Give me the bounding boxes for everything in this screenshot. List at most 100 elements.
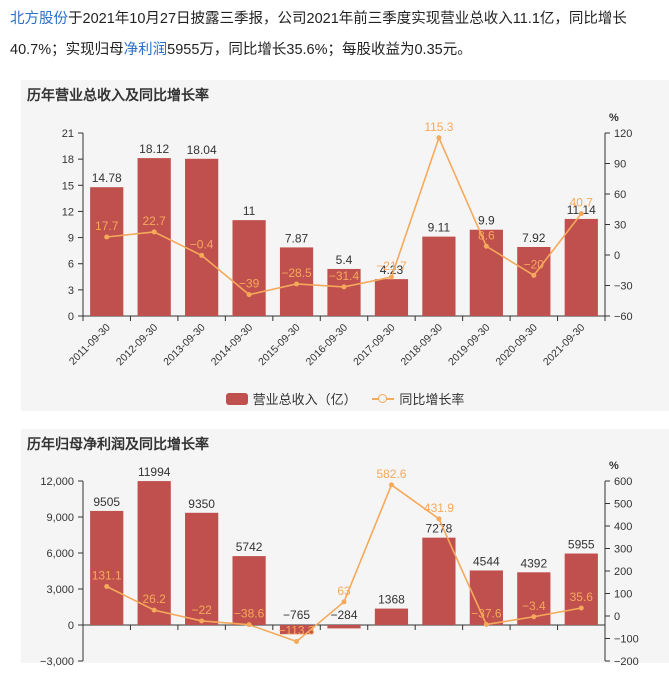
bar-value-label: 11994 bbox=[138, 465, 171, 479]
growth-rate-point bbox=[104, 234, 110, 240]
bar-2018-09-30 bbox=[422, 236, 456, 316]
bar-value-label: 14.78 bbox=[92, 171, 122, 185]
bar-value-label: 4392 bbox=[520, 556, 547, 570]
bar-value-label: 9505 bbox=[93, 495, 120, 509]
growth-rate-point bbox=[483, 621, 489, 627]
y-right-tick-label: 120 bbox=[614, 128, 632, 140]
legend-label-growth: 同比增长率 bbox=[399, 392, 465, 407]
intro-text-2: 5955万，同比增长35.6%；每股收益为0.35元。 bbox=[167, 42, 472, 58]
legend-item-revenue[interactable]: 营业总收入（亿） bbox=[225, 389, 357, 408]
legend-item-growth[interactable]: 同比增长率 bbox=[372, 389, 464, 408]
bar-value-label: 5742 bbox=[236, 540, 263, 554]
growth-rate-label: −22 bbox=[191, 603, 212, 617]
growth-rate-label: 35.6 bbox=[570, 590, 594, 604]
bar-2015-09-30 bbox=[279, 625, 314, 635]
y-left-tick-label: 6,000 bbox=[46, 548, 74, 560]
x-tick-label-2011-09-30: 2011-09-30 bbox=[67, 322, 113, 368]
bar-value-label: −765 bbox=[283, 608, 310, 622]
growth-rate-point bbox=[483, 243, 489, 249]
growth-rate-label: 431.9 bbox=[424, 501, 454, 515]
bar-value-label: 7.87 bbox=[285, 231, 309, 245]
bar-2012-09-30 bbox=[137, 481, 171, 625]
bar-2014-09-30 bbox=[232, 220, 266, 316]
y-right-tick-label: 100 bbox=[614, 589, 632, 601]
y-left-tick-label: −3,000 bbox=[40, 656, 74, 668]
profit-chart-panel: 历年归母净利润及同比增长率 −3,000 0 3,000 6,000 9,000 12,0… bbox=[21, 429, 669, 668]
x-tick-label-2016-09-30: 2016-09-30 bbox=[304, 322, 351, 369]
legend-label-revenue: 营业总收入（亿） bbox=[252, 392, 357, 407]
y-right-tick-label: 0 bbox=[614, 611, 620, 623]
growth-rate-label: −38.6 bbox=[234, 607, 265, 621]
bar-2019-09-30 bbox=[469, 229, 503, 316]
bar-2017-09-30 bbox=[374, 608, 409, 625]
revenue-chart-panel: 历年营业总收入及同比增长率 0 3 6 9 12 15 18 21 −60 −30 0 30 60 90 1… bbox=[21, 80, 669, 411]
bar-2021-09-30 bbox=[564, 553, 598, 625]
y-left-tick-label: 21 bbox=[62, 128, 74, 140]
x-tick-label-2020-09-30: 2020-09-30 bbox=[493, 322, 540, 369]
y-right-tick-label: −100 bbox=[614, 634, 639, 646]
bar-value-label: 7.92 bbox=[522, 231, 546, 245]
growth-rate-label: −21.7 bbox=[376, 259, 407, 273]
growth-rate-point bbox=[246, 292, 252, 298]
y-left-tick-label: 12 bbox=[62, 206, 74, 218]
bar-value-label: 1368 bbox=[378, 593, 405, 607]
growth-rate-label: 17.7 bbox=[95, 219, 119, 233]
growth-rate-point bbox=[341, 599, 347, 605]
bar-value-label: 4.23 bbox=[380, 263, 404, 277]
net-profit-link[interactable]: 净利润 bbox=[123, 42, 168, 58]
revenue-chart-title: 历年营业总收入及同比增长率 bbox=[27, 87, 209, 103]
bar-value-label: 7278 bbox=[426, 522, 453, 536]
bar-value-label: 9350 bbox=[188, 497, 215, 511]
bar-2021-09-30 bbox=[564, 218, 598, 316]
y-left-tick-label: 0 bbox=[68, 311, 74, 323]
bar-2017-09-30 bbox=[374, 279, 409, 316]
revenue-chart-legend: 营业总收入（亿） 同比增长率 bbox=[21, 389, 669, 408]
x-tick-label-2019-09-30: 2019-09-30 bbox=[446, 322, 493, 369]
company-link[interactable]: 北方股份 bbox=[10, 11, 68, 27]
y-right-tick-label: 500 bbox=[614, 499, 632, 511]
bar-value-label: 18.12 bbox=[139, 142, 169, 156]
bar-2013-09-30 bbox=[185, 158, 219, 316]
y-right-tick-label: 600 bbox=[614, 476, 632, 488]
bar-value-label: 9.9 bbox=[478, 214, 495, 228]
growth-rate-point bbox=[151, 607, 157, 613]
x-tick-label-2012-09-30: 2012-09-30 bbox=[114, 322, 161, 369]
bar-value-label: 18.04 bbox=[187, 143, 217, 157]
growth-rate-label: −31.4 bbox=[329, 269, 360, 283]
growth-rate-label: −37.6 bbox=[471, 606, 502, 620]
x-tick-label-2018-09-30: 2018-09-30 bbox=[399, 322, 446, 369]
y-left-tick-label: 12,000 bbox=[40, 476, 74, 488]
growth-rate-point bbox=[104, 584, 110, 590]
intro-text-1: 于2021年10月27日披露三季报，公司2021年前三季度实现营业总收入11.1… bbox=[10, 11, 627, 58]
intro-paragraph: 北方股份于2021年10月27日披露三季报，公司2021年前三季度实现营业总收入… bbox=[10, 4, 660, 66]
y-right-unit: % bbox=[609, 112, 619, 124]
legend-bar-swatch bbox=[225, 392, 248, 405]
y-left-tick-label: 15 bbox=[62, 180, 74, 192]
growth-rate-label: 582.6 bbox=[376, 467, 406, 481]
bar-value-label: 9.11 bbox=[428, 221, 451, 235]
bar-value-label: −284 bbox=[330, 608, 357, 622]
y-right-tick-label: 200 bbox=[614, 566, 632, 578]
growth-rate-label: −39 bbox=[239, 277, 260, 291]
bar-2011-09-30 bbox=[90, 187, 124, 316]
growth-rate-label: −3.4 bbox=[522, 599, 546, 613]
growth-rate-point bbox=[578, 211, 584, 217]
growth-rate-point bbox=[388, 274, 394, 280]
legend-line-swatch bbox=[372, 393, 395, 405]
bar-value-label: 5.4 bbox=[336, 253, 353, 267]
profit-chart-title: 历年归母净利润及同比增长率 bbox=[27, 436, 209, 452]
growth-rate-label: 115.3 bbox=[424, 120, 453, 134]
y-right-tick-label: 0 bbox=[614, 250, 620, 262]
y-left-tick-label: 0 bbox=[68, 620, 74, 632]
bar-2018-09-30 bbox=[422, 537, 456, 625]
growth-rate-point bbox=[531, 614, 537, 620]
growth-rate-label: 131.1 bbox=[92, 569, 122, 583]
growth-rate-label: −20 bbox=[524, 257, 545, 271]
growth-rate-point bbox=[341, 284, 347, 290]
x-tick-label-2021-09-30: 2021-09-30 bbox=[541, 322, 588, 369]
growth-rate-point bbox=[388, 482, 394, 488]
y-left-tick-label: 6 bbox=[68, 259, 74, 271]
bar-2016-09-30 bbox=[327, 625, 361, 629]
y-left-tick-label: 9,000 bbox=[46, 512, 74, 524]
y-right-unit: % bbox=[609, 460, 619, 472]
